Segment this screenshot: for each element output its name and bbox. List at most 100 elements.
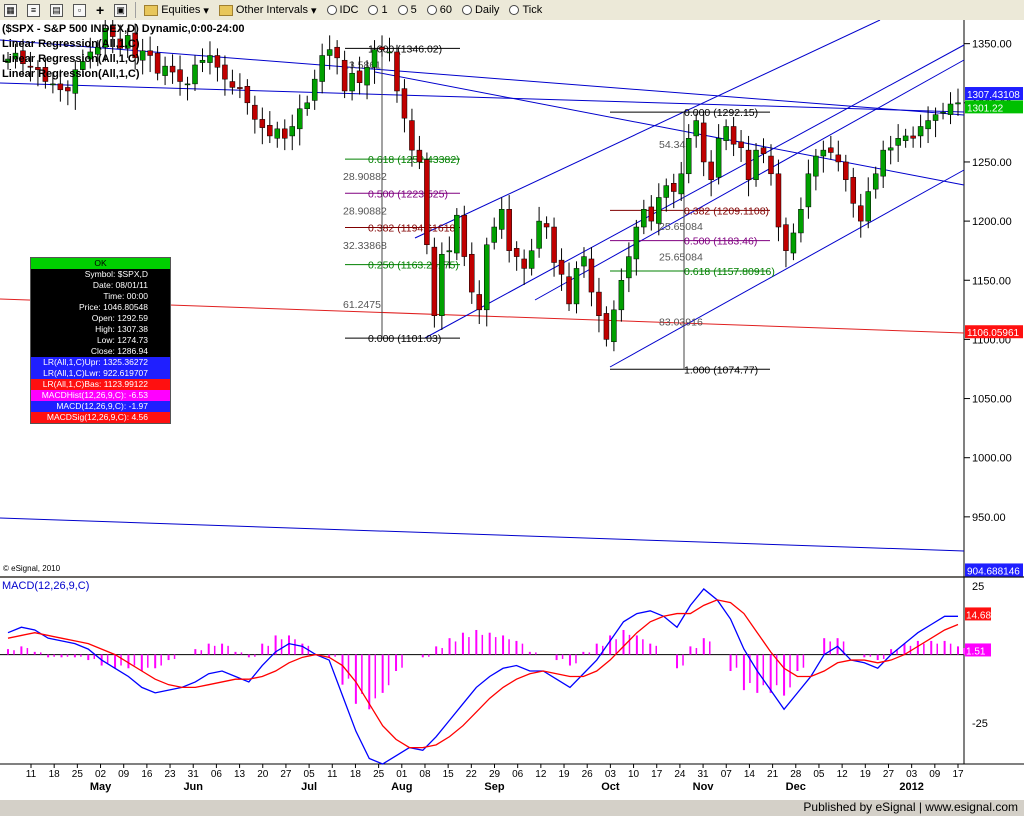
candle-body	[469, 253, 475, 293]
candle-body	[12, 52, 19, 60]
candle-body	[289, 126, 296, 137]
data-window-row: MACDHist(12,26,9,C): -6.53	[31, 390, 170, 401]
candle-body	[685, 138, 692, 175]
time-tick-label: 12	[535, 769, 547, 780]
data-window-row: Symbol: $SPX,D	[84, 269, 148, 279]
month-label: Dec	[786, 781, 806, 793]
bars-icon: ≡	[27, 3, 40, 17]
interval-1-label: 1	[381, 4, 388, 16]
chart-icon: ▦	[4, 3, 17, 17]
fib-label: 1.000 (1074.77)	[684, 364, 758, 376]
candle-body	[87, 51, 94, 60]
candle-body	[925, 120, 931, 130]
time-tick-label: 11	[327, 769, 338, 780]
time-tick-label: 08	[419, 769, 431, 780]
channel-line-1	[414, 20, 881, 239]
published-by: Published by eSignal | www.esignal.com	[803, 800, 1018, 814]
candle-body	[296, 108, 303, 130]
candle-body	[364, 67, 370, 86]
month-label: Sep	[484, 781, 504, 793]
candle-body	[124, 35, 131, 49]
folder-icon	[144, 4, 159, 16]
study-label-3[interactable]: Linear Regression(All,1,C)	[2, 68, 140, 80]
macd-value-tag	[965, 643, 991, 657]
interval-daily[interactable]: Daily	[458, 1, 503, 19]
macd-series-line	[7, 599, 959, 749]
fib-label: 0.000 (1101.03)	[368, 333, 441, 345]
candle-body	[371, 49, 378, 68]
time-tick-label: 12	[837, 769, 849, 780]
candle-body	[641, 209, 647, 228]
fib-label: 0.382 (1209.1108)	[684, 205, 769, 217]
candle-body	[356, 70, 363, 83]
candle-body	[319, 55, 325, 82]
zoom-button[interactable]: ▣	[110, 1, 131, 19]
candle-body	[341, 59, 348, 92]
candle-body	[745, 149, 752, 180]
bar-icon-button[interactable]: ≡	[23, 1, 44, 19]
candle-body	[431, 246, 438, 316]
candle-body	[461, 214, 468, 257]
month-label: 2012	[899, 781, 923, 793]
fib-label: 28.90882	[343, 205, 387, 217]
interval-5[interactable]: 5	[394, 1, 421, 19]
candle-body	[611, 309, 617, 343]
ok-button[interactable]: OK	[31, 258, 170, 269]
data-window-row: LR(All,1,C)Upr: 1325.36272	[31, 357, 170, 368]
macd-series-line	[7, 588, 958, 765]
fib-label: 83.03916	[659, 317, 703, 329]
grid-icon-button[interactable]: ▤	[46, 1, 67, 19]
time-axis-labels: 11 18 25 02 09 16 23 31 06 13 20 27 05 11 18 25 01 08 15 22…	[26, 764, 964, 793]
regression-upper-line	[0, 82, 965, 113]
daily-label: Daily	[474, 4, 500, 16]
crosshair-button[interactable]: +	[92, 1, 108, 19]
macd-value-tag	[965, 607, 991, 621]
candle-body	[558, 259, 565, 275]
value-tag	[965, 100, 1023, 114]
candle-body	[252, 104, 258, 120]
data-window-rows: Symbol: $SPX,D Date: 08/01/11 Time: 00:00 P…	[31, 269, 170, 423]
study-label-1[interactable]: Linear Regression(All,1,C)	[2, 38, 140, 50]
candle-body	[902, 135, 909, 141]
candle-body	[566, 276, 572, 305]
time-tick-label: 31	[698, 769, 710, 780]
time-tick-label: 17	[952, 769, 964, 780]
time-tick-label: 27	[883, 769, 895, 780]
time-tick-label: 18	[49, 769, 61, 780]
other-intervals-dropdown[interactable]: Other Intervals ▾	[215, 1, 321, 19]
time-tick-label: 03	[906, 769, 918, 780]
candle-body	[513, 248, 520, 257]
dropdown-arrow-icon: ▾	[311, 4, 317, 17]
equities-dropdown[interactable]: Equities ▾	[140, 1, 213, 19]
value-tag	[965, 325, 1023, 339]
data-window[interactable]: OK Symbol: $SPX,D Date: 08/01/11 Time: 00:…	[30, 257, 171, 424]
data-window-row: Close: 1286.94	[90, 346, 148, 356]
candle-body	[656, 197, 662, 224]
candle-body	[551, 226, 557, 263]
time-tick-label: 25	[373, 769, 385, 780]
zoom-icon: ▣	[114, 3, 128, 17]
time-tick-label: 02	[95, 769, 107, 780]
chart-icon-button[interactable]: ▦	[0, 1, 21, 19]
interval-1[interactable]: 1	[364, 1, 391, 19]
study-label-2[interactable]: Linear Regression(All,1,C)	[2, 53, 140, 65]
interval-tick[interactable]: Tick	[505, 1, 546, 19]
fib-label: 54.345	[659, 139, 691, 151]
interval-idc[interactable]: IDC	[323, 1, 363, 19]
time-tick-label: 13	[234, 769, 246, 780]
candle-body	[693, 120, 699, 137]
time-tick-label: 21	[767, 769, 779, 780]
candle-body	[162, 65, 168, 76]
equities-label: Equities	[161, 4, 201, 16]
data-window-row: Low: 1274.73	[96, 335, 148, 345]
page-icon-button[interactable]: ▫	[69, 1, 90, 19]
candle-body	[483, 244, 490, 311]
candle-body	[214, 55, 221, 68]
price-gridlines	[964, 43, 970, 518]
time-tick-label: 15	[443, 769, 455, 780]
interval-60[interactable]: 60	[423, 1, 456, 19]
time-tick-label: 19	[860, 769, 872, 780]
time-tick-label: 23	[164, 769, 176, 780]
time-tick-label: 16	[141, 769, 153, 780]
